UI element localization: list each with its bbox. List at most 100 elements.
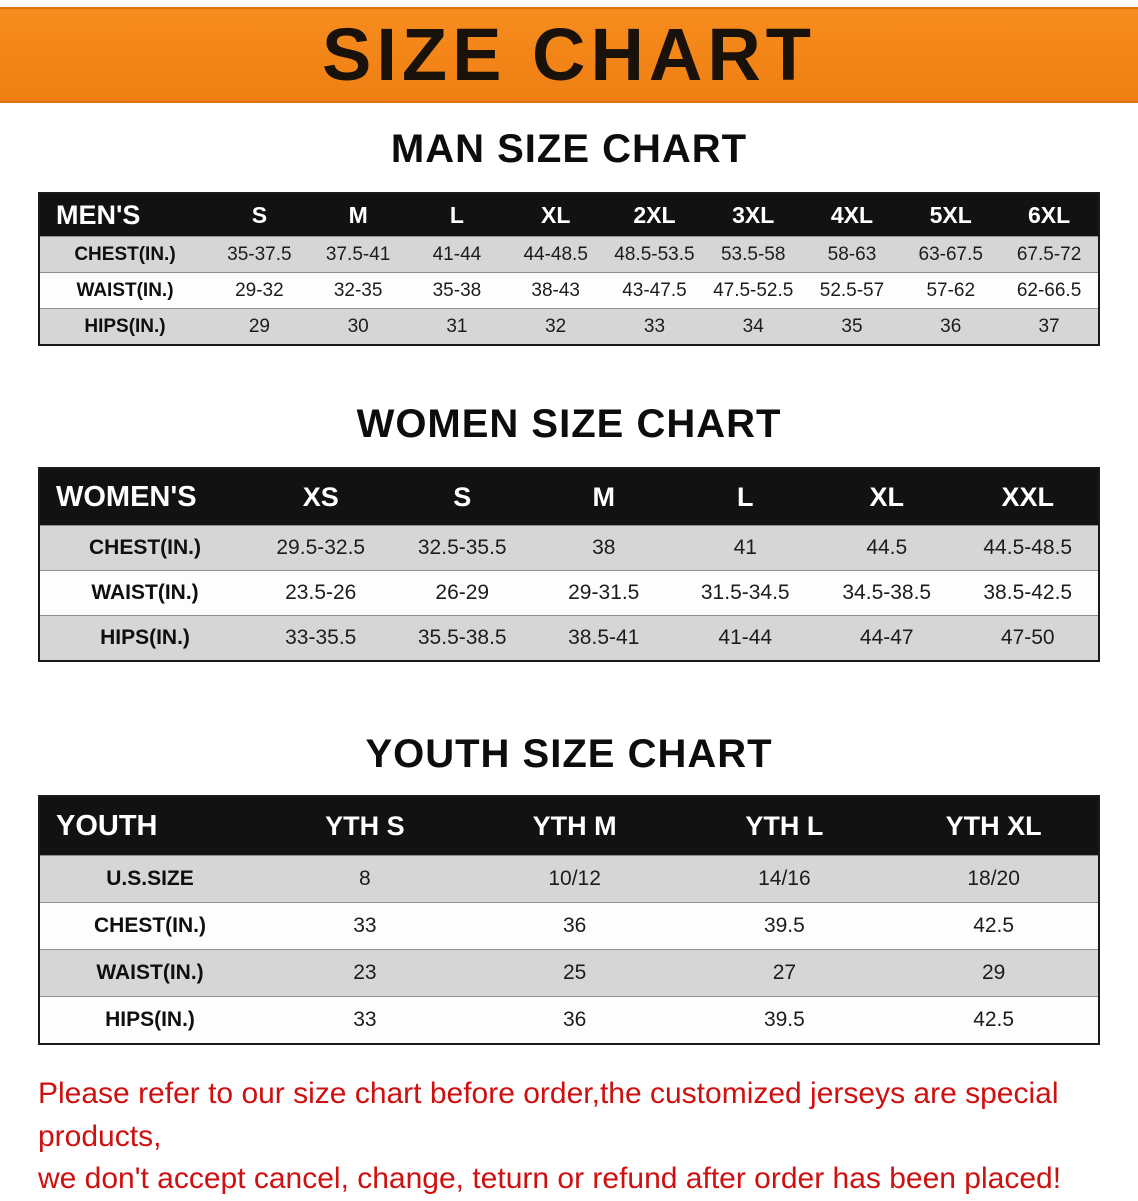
column-header: YTH S xyxy=(260,796,470,856)
size-value: 44-47 xyxy=(816,615,958,661)
table-row: CHEST(IN.) 35-37.5 37.5-41 41-44 44-48.5 48.5… xyxy=(39,236,1099,273)
column-header: YTH XL xyxy=(889,796,1099,856)
header-row: WOMEN'S XS S M L XL XXL xyxy=(39,468,1099,526)
table-row: U.S.SIZE 8 10/12 14/16 18/20 xyxy=(39,855,1099,903)
size-value: 18/20 xyxy=(889,855,1099,903)
disclaimer-line-2: we don't accept cancel, change, teturn o… xyxy=(38,1162,1062,1196)
table-row: HIPS(IN.) 33-35.5 35.5-38.5 38.5-41 41-44 44-… xyxy=(39,615,1099,661)
row-label: WAIST(IN.) xyxy=(39,272,210,309)
size-value: 29.5-32.5 xyxy=(250,525,392,571)
size-value: 32 xyxy=(506,308,606,345)
size-value: 42.5 xyxy=(889,996,1099,1044)
size-value: 52.5-57 xyxy=(802,272,902,309)
size-value: 38-43 xyxy=(506,272,606,309)
size-value: 41 xyxy=(674,525,816,571)
size-value: 44.5 xyxy=(816,525,958,571)
size-value: 36 xyxy=(901,308,1001,345)
size-value: 29-32 xyxy=(210,272,309,309)
section-heading: WOMEN SIZE CHART xyxy=(356,402,782,446)
size-value: 32.5-35.5 xyxy=(391,525,533,571)
table-row: WAIST(IN.) 29-32 32-35 35-38 38-43 43-47.5 47.… xyxy=(39,272,1099,309)
row-label: HIPS(IN.) xyxy=(39,996,260,1044)
size-value: 29-31.5 xyxy=(533,570,675,616)
size-value: 35.5-38.5 xyxy=(391,615,533,661)
table-row: CHEST(IN.) 29.5-32.5 32.5-35.5 38 41 44.5 44.5… xyxy=(39,525,1099,571)
size-value: 47-50 xyxy=(957,615,1099,661)
column-header: XS xyxy=(250,468,392,526)
disclaimer: Please refer to our size chart before or… xyxy=(38,1073,1118,1201)
column-header: M xyxy=(308,193,408,237)
column-header: XXL xyxy=(957,468,1099,526)
size-value: 32-35 xyxy=(308,272,408,309)
column-header: M xyxy=(533,468,675,526)
size-value: 35-37.5 xyxy=(210,236,309,273)
column-header: YTH M xyxy=(469,796,680,856)
size-value: 23.5-26 xyxy=(250,570,392,616)
column-header: S xyxy=(391,468,533,526)
size-value: 33 xyxy=(260,996,470,1044)
column-header: 5XL xyxy=(901,193,1001,237)
table-row: WAIST(IN.) 23.5-26 26-29 29-31.5 31.5-34.5 34… xyxy=(39,570,1099,616)
size-value: 44.5-48.5 xyxy=(957,525,1099,571)
row-label: WAIST(IN.) xyxy=(39,949,260,997)
size-value: 67.5-72 xyxy=(1000,236,1099,273)
column-header: XL xyxy=(506,193,606,237)
size-table: WOMEN'S XS S M L XL XXL CHEST(IN.) 29.5-32.5 32.5… xyxy=(38,467,1100,662)
column-header: 4XL xyxy=(802,193,902,237)
size-value: 29 xyxy=(210,308,309,345)
column-header: 3XL xyxy=(703,193,803,237)
table-title-cell: MEN'S xyxy=(39,193,210,237)
size-value: 34.5-38.5 xyxy=(816,570,958,616)
size-value: 31.5-34.5 xyxy=(674,570,816,616)
size-value: 29 xyxy=(889,949,1099,997)
column-header: 2XL xyxy=(605,193,704,237)
size-value: 58-63 xyxy=(802,236,902,273)
size-value: 43-47.5 xyxy=(605,272,704,309)
size-value: 63-67.5 xyxy=(901,236,1001,273)
row-label: HIPS(IN.) xyxy=(39,308,210,345)
row-label: U.S.SIZE xyxy=(39,855,260,903)
row-label: CHEST(IN.) xyxy=(39,902,260,950)
size-value: 37 xyxy=(1000,308,1099,345)
column-header: XL xyxy=(816,468,958,526)
table-title-cell: WOMEN'S xyxy=(39,468,250,526)
size-value: 33 xyxy=(260,902,470,950)
size-value: 35 xyxy=(802,308,902,345)
size-value: 25 xyxy=(469,949,680,997)
size-value: 39.5 xyxy=(679,996,890,1044)
column-header: S xyxy=(210,193,309,237)
size-value: 41-44 xyxy=(407,236,507,273)
size-value: 48.5-53.5 xyxy=(605,236,704,273)
size-value: 26-29 xyxy=(391,570,533,616)
size-value: 33 xyxy=(605,308,704,345)
size-value: 44-48.5 xyxy=(506,236,606,273)
row-label: HIPS(IN.) xyxy=(39,615,250,661)
size-value: 39.5 xyxy=(679,902,890,950)
disclaimer-line-1: Please refer to our size chart before or… xyxy=(38,1077,1059,1153)
section-2: YOUTH SIZE CHART YOUTH YTH S YTH M YTH L YTH … xyxy=(0,732,1138,1045)
row-label: CHEST(IN.) xyxy=(39,236,210,273)
size-value: 27 xyxy=(679,949,890,997)
size-value: 57-62 xyxy=(901,272,1001,309)
size-value: 36 xyxy=(469,902,680,950)
column-header: L xyxy=(674,468,816,526)
size-value: 62-66.5 xyxy=(1000,272,1099,309)
size-value: 41-44 xyxy=(674,615,816,661)
column-header: YTH L xyxy=(679,796,890,856)
section-0: MAN SIZE CHART MEN'S S M L XL 2XL 3XL 4XL 5XL 6XL C… xyxy=(0,127,1138,346)
size-value: 38 xyxy=(533,525,675,571)
table-row: WAIST(IN.) 23 25 27 29 xyxy=(39,949,1099,997)
table-row: HIPS(IN.) 33 36 39.5 42.5 xyxy=(39,996,1099,1044)
column-header: 6XL xyxy=(1000,193,1099,237)
table-row: HIPS(IN.) 29 30 31 32 33 34 35 36 37 xyxy=(39,308,1099,345)
size-value: 53.5-58 xyxy=(703,236,803,273)
size-value: 37.5-41 xyxy=(308,236,408,273)
size-value: 47.5-52.5 xyxy=(703,272,803,309)
table-row: CHEST(IN.) 33 36 39.5 42.5 xyxy=(39,902,1099,950)
header-row: YOUTH YTH S YTH M YTH L YTH XL xyxy=(39,796,1099,856)
size-value: 36 xyxy=(469,996,680,1044)
size-value: 33-35.5 xyxy=(250,615,392,661)
size-value: 38.5-41 xyxy=(533,615,675,661)
header-row: MEN'S S M L XL 2XL 3XL 4XL 5XL 6XL xyxy=(39,193,1099,237)
table-title-cell: YOUTH xyxy=(39,796,260,856)
